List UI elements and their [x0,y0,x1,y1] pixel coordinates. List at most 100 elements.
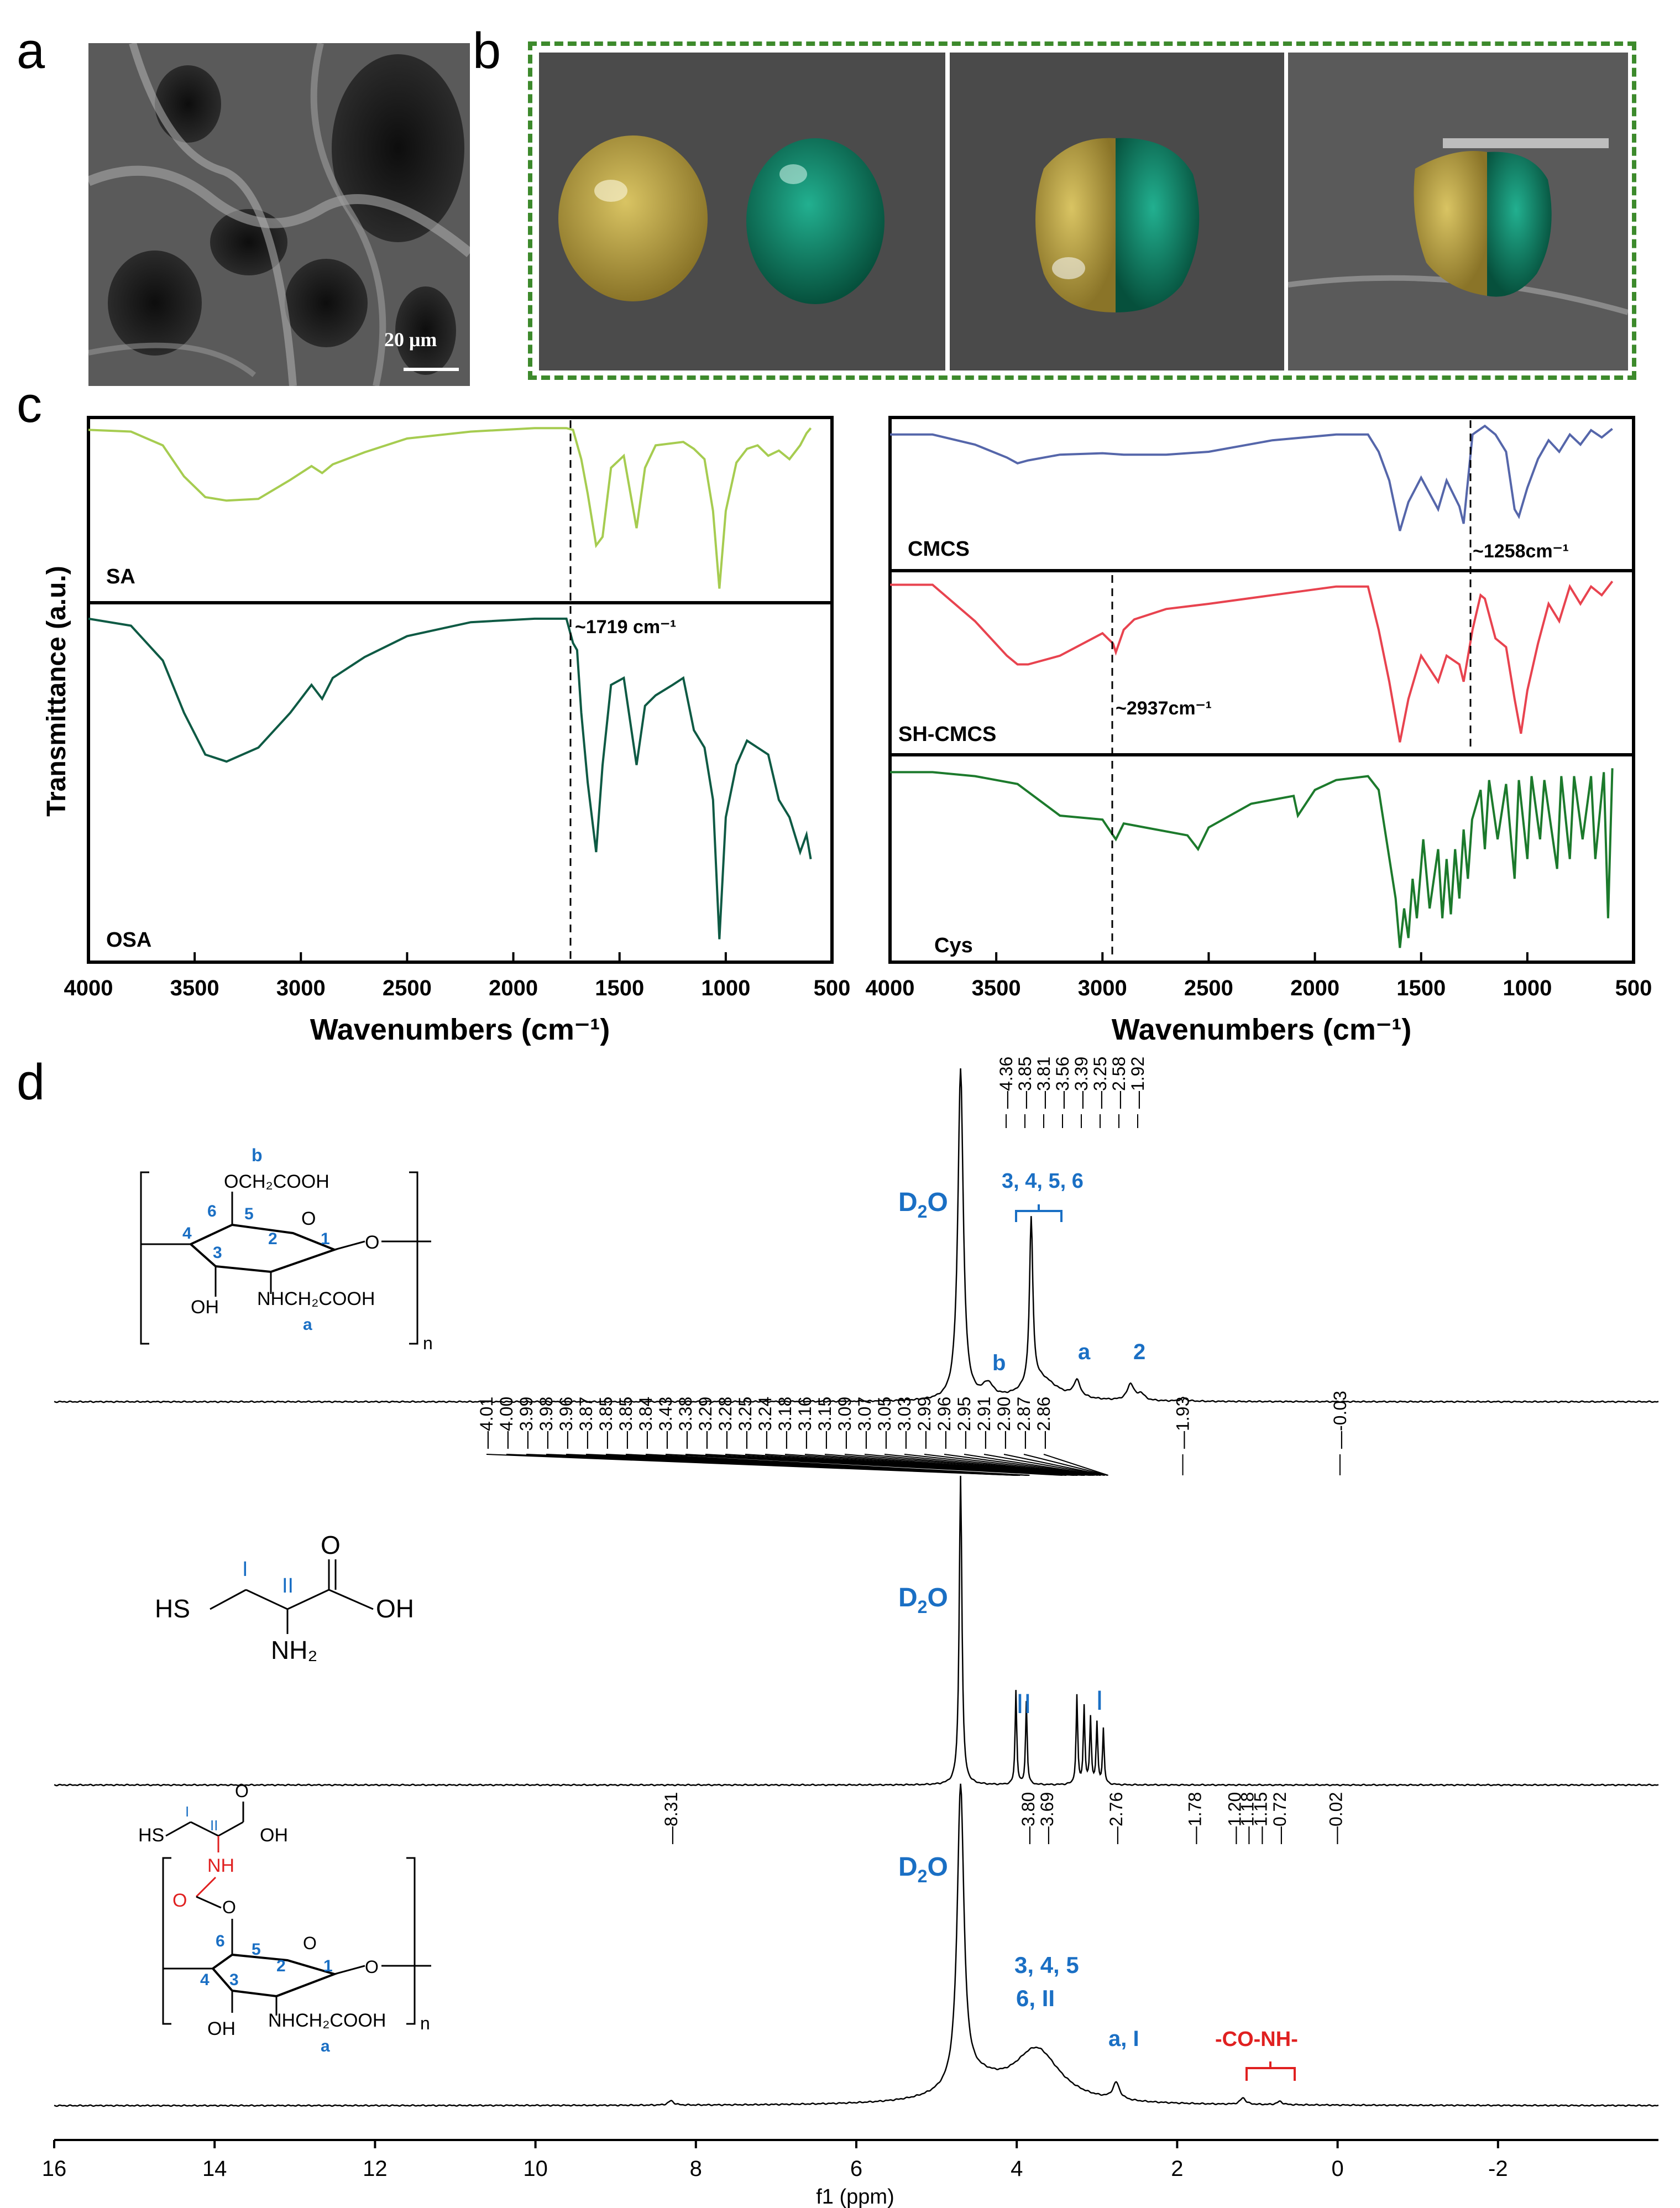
svg-text:O: O [321,1531,341,1559]
svg-text:4: 4 [182,1224,192,1243]
spec1-label-b: b [992,1351,1006,1375]
panel-letter-a: a [17,23,45,79]
nmr-spectrum-cmcs [54,1068,1659,1403]
peak-label: —3.09 [835,1397,855,1449]
annotation-1719: ~1719 cm⁻¹ [575,617,676,638]
spec3-group-line1: 3, 4, 5 [1014,1952,1079,1978]
peak-label: —3.29 [695,1397,715,1449]
peak-label: —3.25 [1090,1057,1110,1109]
spec1-label-2: 2 [1133,1340,1145,1364]
photo-joined-hydrogel [950,53,1284,370]
photo-frame [528,41,1636,380]
spec1-solvent-label: D2O [898,1188,948,1222]
ftir-left-chart: SA OSA ~1719 cm⁻¹ 4000 3500 3000 2500 2000 15… [42,416,851,1046]
svg-text:HS: HS [155,1594,190,1623]
svg-text:2: 2 [276,1957,286,1975]
peak-label: —3.43 [656,1397,676,1449]
svg-text:O: O [172,1890,187,1911]
svg-text:1: 1 [321,1230,330,1248]
nmr-tick-label: 4 [1011,2157,1023,2181]
peak-connector [1023,1454,1108,1476]
panel-letter-d: d [17,1054,45,1110]
svg-text:OH: OH [376,1594,414,1623]
peak-label: —3.80 [1018,1792,1038,1844]
svg-text:1: 1 [323,1957,333,1975]
sem-texture [88,43,470,386]
peak-label: —3.85 [1015,1057,1035,1109]
svg-text:6: 6 [207,1202,217,1220]
ftir-right-frame [888,416,1635,964]
scale-bar-label: 20 μm [384,328,437,351]
peak-label: —2.95 [954,1397,974,1449]
annotation-1258: ~1258cm⁻¹ [1473,541,1569,562]
nmr-tick-label: 12 [363,2157,388,2181]
peak-connector [645,1454,1030,1476]
peak-label: —1.20 [1224,1792,1244,1844]
ftir-right-xlabel: Wavenumbers (cm⁻¹) [1112,1013,1412,1046]
nmr-tick-label: 16 [42,2157,67,2181]
x-tick-label: 500 [814,976,851,1000]
series-line-Cys [890,768,1614,948]
structure-cys: HS I II O OH NH₂ [155,1531,414,1664]
ftir-left-xlabel: Wavenumbers (cm⁻¹) [310,1013,610,1046]
spec1-label-a: a [1078,1340,1091,1364]
spec3-amide-label: -CO-NH- [1215,2028,1298,2051]
peak-connector [1043,1454,1108,1476]
svg-text:O: O [235,1781,249,1801]
svg-text:I: I [185,1803,189,1820]
spec2-solvent-label: D2O [898,1583,948,1617]
peak-label: —2.99 [914,1397,934,1449]
peak-label: —3.15 [815,1397,835,1449]
peak-label: —3.24 [755,1397,775,1449]
peak-label: —3.38 [676,1397,695,1449]
peak-label: —3.96 [556,1397,576,1449]
peak-label: —2.76 [1106,1792,1126,1844]
peak-label: —3.18 [775,1397,795,1449]
nmr-peak-labels: —4.36—3.85—3.81—3.56—3.39—3.25—2.58—1.92… [477,1057,1350,1844]
x-tick-label: 3000 [1078,976,1127,1000]
label-Cys: Cys [934,934,973,957]
nmr-tick-label: 8 [690,2157,702,2181]
x-tick-label: 4000 [64,976,113,1000]
ftir-left-frame [87,416,834,964]
svg-text:O: O [365,1232,379,1253]
peak-label: —1.15 [1251,1792,1271,1844]
annotation-2937: ~2937cm⁻¹ [1116,698,1212,719]
svg-text:II: II [210,1817,218,1834]
ftir-ylabel: Transmittance (a.u.) [42,566,71,816]
peak-label: —3.05 [875,1397,894,1449]
svg-text:O: O [301,1208,316,1229]
peak-connector [924,1454,1098,1476]
peak-label: —4.01 [477,1397,496,1449]
svg-text:3: 3 [213,1244,222,1262]
ftir-right-chart: CMCS ~1258cm⁻¹ SH-CMCS ~2937cm⁻¹ Cys 400… [866,416,1652,1046]
x-tick-label: 3500 [972,976,1021,1000]
nmr-spectra [54,1068,1659,2107]
peak-label: —0.72 [1270,1792,1290,1844]
svg-text:OH: OH [207,2018,235,2039]
series-line-OSA [88,617,812,939]
sem-image: 20 μm [88,43,470,386]
peak-label: —3.39 [1071,1057,1091,1109]
peak-label: —3.87 [576,1397,596,1449]
peak-label: —3.85 [596,1397,616,1449]
svg-text:NH₂: NH₂ [271,1636,317,1664]
series-line-SA [88,427,812,589]
svg-text:NHCH₂COOH: NHCH₂COOH [257,1288,375,1309]
peak-label: —1.78 [1185,1792,1205,1844]
peak-label: —1.92 [1128,1057,1148,1109]
spec3-amide-bracket [1245,2061,1296,2081]
x-tick-label: 500 [1615,976,1652,1000]
peak-label: —3.99 [516,1397,536,1449]
x-tick-label: 4000 [866,976,915,1000]
svg-text:OH: OH [191,1297,219,1318]
svg-text:3: 3 [229,1971,239,1989]
nmr-spectrum-cys [54,1475,1659,1787]
nmr-tick-label: 2 [1171,2157,1183,2181]
svg-text:2: 2 [268,1230,278,1248]
svg-text:n: n [423,1333,433,1353]
label-SA: SA [106,565,135,588]
peak-label: —3.25 [735,1397,755,1449]
peak-label: —2.91 [974,1397,994,1449]
svg-text:4: 4 [200,1971,210,1989]
